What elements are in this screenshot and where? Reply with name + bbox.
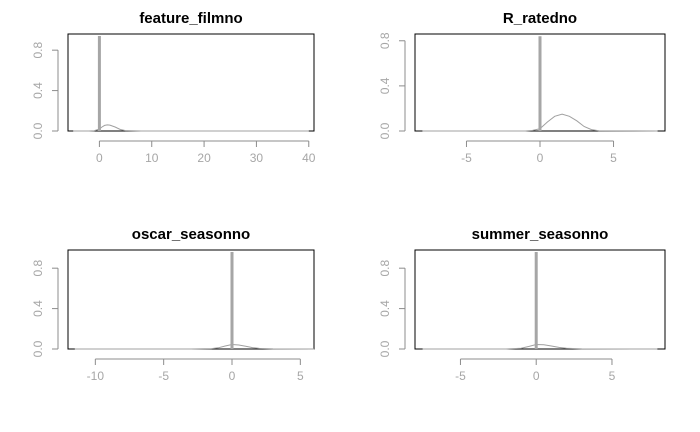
x-tick-label: -5	[455, 369, 466, 383]
panel-feature-filmno: feature_filmno 0 10 20 30 40 0.0 0.4 0.8	[31, 10, 316, 165]
density-curve	[73, 124, 309, 132]
x-tick-label: 0	[533, 369, 540, 383]
y-tick-label: 0.0	[378, 122, 392, 139]
panel-title: feature_filmno	[139, 10, 242, 27]
panel-summer-seasonno: summer_seasonno -5 0 5 0.0 0.4 0.8	[378, 226, 666, 383]
y-tick-label: 0.0	[378, 340, 392, 357]
x-tick-label: -10	[87, 369, 105, 383]
x-tick-label: 10	[145, 151, 159, 165]
panel-r-ratedno: R_ratedno -5 0 5 0.0 0.4 0.8	[378, 10, 666, 165]
x-tick-label: 5	[610, 151, 617, 165]
x-tick-label: 20	[197, 151, 211, 165]
x-tick-label: 0	[537, 151, 544, 165]
x-tick-label: -5	[461, 151, 472, 165]
y-tick-label: 0.8	[378, 260, 392, 277]
x-tick-label: 0	[229, 369, 236, 383]
y-tick-label: 0.0	[31, 340, 45, 357]
panel-title: oscar_seasonno	[132, 226, 250, 243]
density-curve	[422, 343, 658, 350]
y-tick-label: 0.8	[31, 42, 45, 59]
y-tick-label: 0.8	[31, 260, 45, 277]
x-tick-label: 5	[297, 369, 304, 383]
y-tick-label: 0.4	[31, 82, 45, 99]
density-curve	[74, 343, 315, 350]
x-tick-label: -5	[158, 369, 169, 383]
x-tick-label: 5	[609, 369, 616, 383]
panel-oscar-seasonno: oscar_seasonno -10 -5 0 5 0.0 0.4 0.8	[31, 226, 315, 383]
x-tick-label: 0	[96, 151, 103, 165]
x-tick-label: 40	[302, 151, 316, 165]
y-tick-label: 0.4	[378, 77, 392, 94]
y-tick-label: 0.0	[31, 122, 45, 139]
panel-title: R_ratedno	[503, 10, 577, 27]
plot-frame	[414, 249, 666, 350]
y-tick-label: 0.8	[378, 32, 392, 49]
y-tick-label: 0.4	[378, 300, 392, 317]
y-tick-label: 0.4	[31, 300, 45, 317]
panel-title: summer_seasonno	[472, 226, 609, 243]
x-tick-label: 30	[250, 151, 264, 165]
density-curve	[422, 113, 658, 132]
